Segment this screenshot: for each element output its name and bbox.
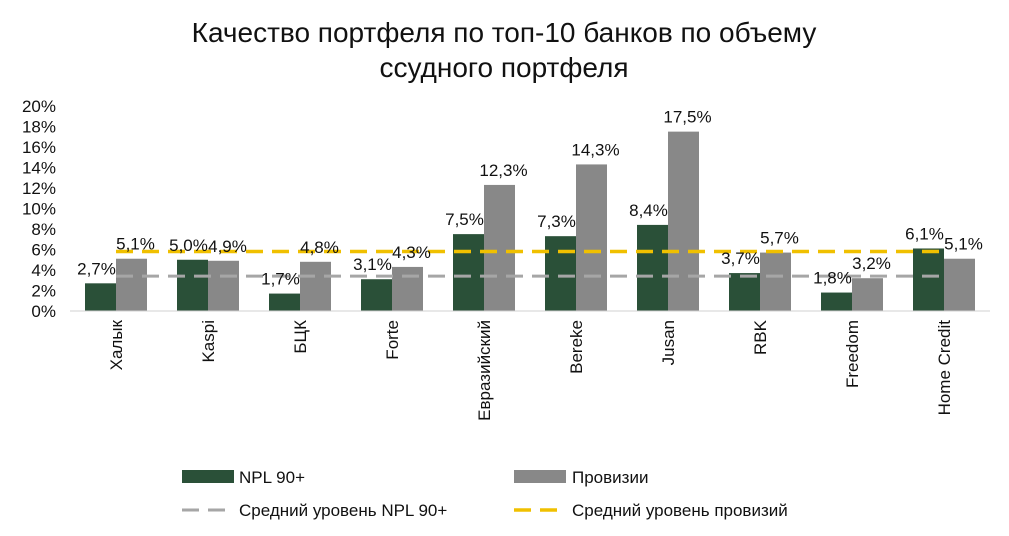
bar-provisions-4 — [484, 184, 515, 311]
bar-npl-2 — [269, 293, 300, 311]
data-label-provisions-1: 4,9% — [208, 237, 247, 256]
x-tick-label: Home Credit — [935, 320, 954, 416]
data-label-npl-5: 7,3% — [537, 212, 576, 231]
data-label-provisions-4: 12,3% — [479, 161, 527, 180]
bar-npl-3 — [361, 279, 392, 311]
bar-provisions-3 — [392, 266, 423, 311]
legend-label-provisions: Провизии — [572, 468, 648, 487]
data-label-provisions-8: 3,2% — [852, 254, 891, 273]
x-tick-label: Евразийский — [475, 320, 494, 421]
data-label-npl-6: 8,4% — [629, 201, 668, 220]
bar-provisions-5 — [576, 164, 607, 311]
data-label-provisions-6: 17,5% — [663, 108, 711, 127]
legend: NPL 90+ Провизии Средний уровень NPL 90+ Ср… — [182, 468, 788, 520]
data-label-provisions-0: 5,1% — [116, 235, 155, 254]
data-label-npl-1: 5,0% — [169, 236, 208, 255]
bar-provisions-6 — [668, 131, 699, 311]
y-tick-label: 2% — [31, 282, 56, 301]
bar-provisions-2 — [300, 261, 331, 311]
legend-swatch-npl — [182, 470, 234, 483]
bar-provisions-8 — [852, 278, 883, 311]
x-tick-label: Jusan — [659, 320, 678, 365]
y-tick-label: 16% — [22, 138, 56, 157]
bar-npl-8 — [821, 292, 852, 311]
bar-npl-0 — [85, 283, 116, 311]
legend-label-npl: NPL 90+ — [239, 468, 305, 487]
bar-npl-6 — [637, 224, 668, 311]
y-tick-label: 12% — [22, 179, 56, 198]
bar-npl-4 — [453, 234, 484, 311]
bars-group — [85, 131, 975, 311]
x-tick-label: Bereke — [567, 320, 586, 374]
data-label-npl-8: 1,8% — [813, 269, 852, 288]
data-label-provisions-5: 14,3% — [571, 140, 619, 159]
data-label-provisions-3: 4,3% — [392, 243, 431, 262]
bar-npl-9 — [913, 248, 944, 311]
bar-provisions-0 — [116, 258, 147, 311]
bar-npl-7 — [729, 273, 760, 311]
x-tick-label: Freedom — [843, 320, 862, 388]
bar-npl-5 — [545, 236, 576, 311]
y-axis: 0%2% 4%6% 8%10% 12%14% 16%18% 20% — [22, 97, 56, 321]
chart-title-line-1: Качество портфеля по топ-10 банков по об… — [192, 17, 817, 48]
x-tick-label: БЦК — [291, 320, 310, 354]
data-label-npl-3: 3,1% — [353, 255, 392, 274]
data-label-provisions-2: 4,8% — [300, 238, 339, 257]
data-label-npl-9: 6,1% — [905, 224, 944, 243]
y-tick-label: 14% — [22, 159, 56, 178]
data-label-provisions-9: 5,1% — [944, 235, 983, 254]
bar-npl-1 — [177, 259, 208, 311]
y-tick-label: 0% — [31, 302, 56, 321]
y-tick-label: 10% — [22, 200, 56, 219]
x-tick-label: Халык — [107, 319, 126, 370]
reference-lines — [116, 249, 944, 278]
data-label-npl-0: 2,7% — [77, 259, 116, 278]
x-tick-label: Forte — [383, 320, 402, 360]
data-label-npl-2: 1,7% — [261, 270, 300, 289]
legend-swatch-provisions — [514, 470, 566, 483]
data-label-npl-4: 7,5% — [445, 210, 484, 229]
x-axis-labels: Халык Kaspi БЦК Forte Евразийский Bereke Jusan… — [107, 319, 954, 420]
y-tick-label: 4% — [31, 261, 56, 280]
bar-provisions-1 — [208, 260, 239, 311]
bar-provisions-7 — [760, 252, 791, 311]
chart-title-line-2: ссудного портфеля — [379, 52, 628, 83]
y-tick-label: 20% — [22, 97, 56, 116]
data-label-npl-7: 3,7% — [721, 249, 760, 268]
x-tick-label: RBK — [751, 319, 770, 355]
y-tick-label: 18% — [22, 118, 56, 137]
data-labels: 2,7%5,1% 5,0% 4,9%1,7%4,8%3,1%4,3%7,5%12,3… — [77, 108, 983, 289]
legend-label-avg-provisions: Средний уровень провизий — [572, 501, 788, 520]
data-label-provisions-7: 5,7% — [760, 229, 799, 248]
y-tick-label: 6% — [31, 241, 56, 260]
bar-provisions-9 — [944, 258, 975, 311]
legend-label-avg-npl: Средний уровень NPL 90+ — [239, 501, 447, 520]
y-tick-label: 8% — [31, 220, 56, 239]
x-tick-label: Kaspi — [199, 320, 218, 363]
